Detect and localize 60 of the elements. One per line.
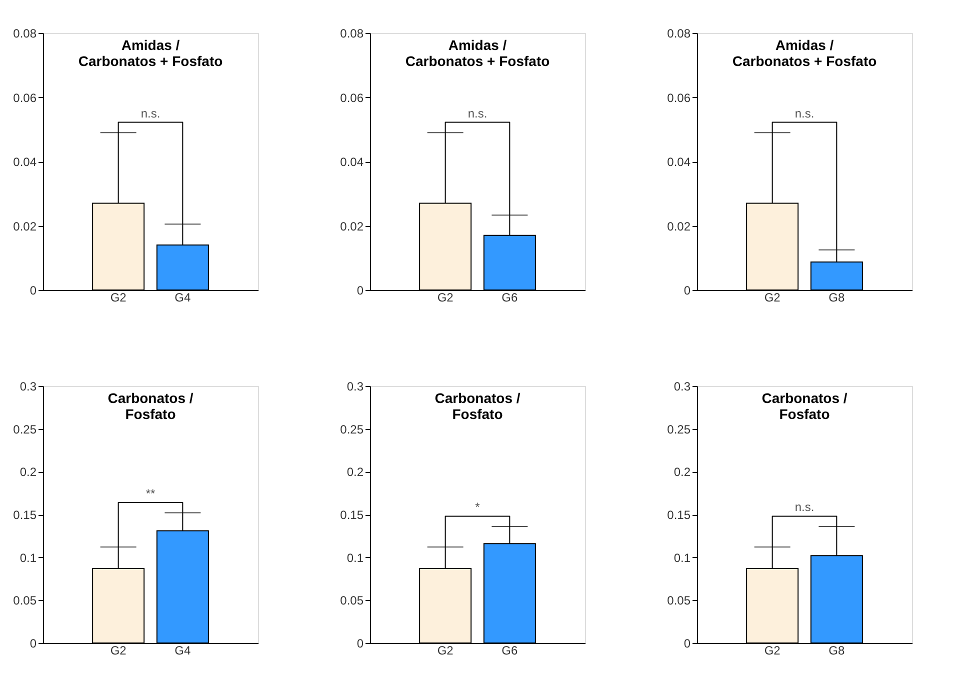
y-tick-label: 0.1 <box>346 550 364 565</box>
y-tick-label: 0.3 <box>674 380 691 394</box>
y-tick-label: 0.08 <box>13 26 37 40</box>
y-tick-label: 0 <box>684 636 691 650</box>
y-tick-label: 0.06 <box>667 90 691 105</box>
y-tick-label: 0.02 <box>13 219 37 234</box>
x-tick-label: G2 <box>764 644 781 658</box>
y-tick-label: 0.06 <box>340 90 364 105</box>
y-tick-label: 0 <box>356 636 364 650</box>
y-tick-label: 0.04 <box>667 155 691 169</box>
y-tick-label: 0 <box>684 284 691 298</box>
y-tick-label: 0.1 <box>674 550 691 565</box>
y-tick-label: 0.1 <box>20 550 37 565</box>
y-tick-label: 0.3 <box>20 380 37 394</box>
x-tick-label: G4 <box>174 290 192 304</box>
y-tick-label: 0.2 <box>346 465 364 480</box>
y-tick-label: 0.2 <box>674 465 691 480</box>
y-tick-label: 0.05 <box>667 594 691 608</box>
y-tick-label: 0.25 <box>13 422 37 436</box>
annotation: * <box>475 500 480 514</box>
x-tick-label: G2 <box>764 290 781 304</box>
annotation: ** <box>146 486 156 501</box>
y-tick-label: 0.08 <box>340 26 364 40</box>
y-tick-label: 0.25 <box>667 422 691 436</box>
x-tick-label: G2 <box>437 290 454 304</box>
y-tick-label: 0.04 <box>13 155 37 169</box>
y-tick-label: 0.02 <box>340 219 364 234</box>
y-tick-label: 0.15 <box>667 508 691 522</box>
x-tick-label: G2 <box>437 644 454 658</box>
text: Amidas / Carbonatos + Fosfato <box>78 37 223 69</box>
text: Carbonatos / Fosfato <box>108 390 194 422</box>
y-tick-label: 0.05 <box>340 594 364 608</box>
x-tick-label: G6 <box>502 290 518 304</box>
x-tick-label: G4 <box>174 644 192 658</box>
y-tick-label: 0.25 <box>340 422 364 436</box>
y-tick-label: 0.15 <box>13 508 37 522</box>
x-tick-label: G8 <box>828 290 846 304</box>
x-tick-label: G6 <box>502 644 518 658</box>
text: Carbonatos / Fosfato <box>434 390 520 422</box>
annotation: n.s. <box>794 106 814 120</box>
annotation: n.s. <box>140 106 160 120</box>
text: Carbonatos / Fosfato <box>762 390 848 422</box>
x-tick-label: G2 <box>110 290 127 304</box>
y-tick-label: 0.05 <box>13 594 37 608</box>
y-tick-label: 0.2 <box>20 465 37 480</box>
x-tick-label: G8 <box>828 644 846 658</box>
text: Amidas / Carbonatos + Fosfato <box>732 37 877 69</box>
y-tick-label: 0.3 <box>346 380 364 394</box>
text: Amidas / Carbonatos + Fosfato <box>405 37 550 69</box>
y-tick-label: 0 <box>356 284 364 298</box>
y-tick-label: 0.06 <box>13 90 37 105</box>
x-tick-label: G2 <box>110 644 127 658</box>
y-tick-label: 0 <box>30 636 37 650</box>
y-tick-label: 0.02 <box>667 219 691 234</box>
y-tick-label: 0.04 <box>340 155 364 169</box>
annotation: n.s. <box>794 500 814 514</box>
y-tick-label: 0 <box>30 284 37 298</box>
y-tick-label: 0.15 <box>340 508 364 522</box>
y-tick-label: 0.08 <box>667 26 691 40</box>
annotation: n.s. <box>468 106 488 120</box>
